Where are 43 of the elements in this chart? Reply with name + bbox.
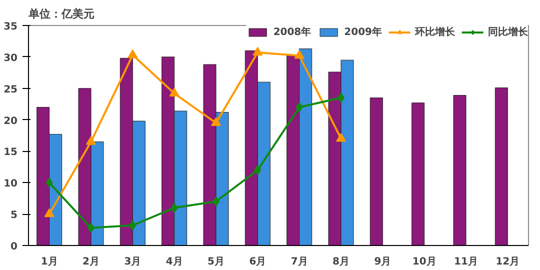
- x-tick-label: 10月: [412, 256, 436, 268]
- point: [211, 117, 221, 126]
- point: [46, 178, 53, 188]
- point: [86, 136, 96, 145]
- bar: [370, 98, 383, 246]
- x-tick-label: 8月: [332, 256, 350, 268]
- bar: [412, 102, 425, 246]
- y-tick-label: 15: [4, 147, 18, 158]
- bar: [494, 87, 508, 246]
- point: [212, 196, 220, 206]
- legend-label: 同比增长: [488, 26, 528, 39]
- point: [294, 50, 304, 59]
- legend-label: 2009年: [344, 26, 382, 39]
- point: [296, 102, 303, 112]
- point: [170, 202, 178, 213]
- x-tick-label: 2月: [82, 256, 100, 268]
- x-tick-label: 7月: [290, 256, 308, 268]
- bar: [453, 95, 466, 246]
- point: [169, 88, 180, 96]
- x-tick-label: 12月: [496, 256, 520, 268]
- x-tick-label: 11月: [454, 256, 478, 268]
- y-tick-label: 5: [10, 210, 18, 222]
- chart-title: 单位：亿美元: [28, 8, 94, 20]
- point: [128, 49, 138, 58]
- legend-label: 2008年: [273, 26, 312, 39]
- point: [129, 220, 136, 230]
- x-tick-label: 9月: [374, 256, 392, 268]
- x-tick-label: 4月: [166, 256, 183, 268]
- point: [44, 208, 54, 218]
- y-tick-label: 20: [4, 116, 18, 127]
- x-tick-label: 1月: [40, 256, 58, 268]
- point: [254, 165, 262, 176]
- y-tick-label: 35: [4, 22, 18, 32]
- y-tick-label: 10: [4, 178, 18, 190]
- x-tick-label: 3月: [124, 256, 142, 268]
- y-tick-label: 25: [4, 84, 18, 96]
- point: [252, 46, 263, 56]
- y-tick-label: 0: [10, 242, 18, 252]
- y-tick-label: 30: [4, 52, 18, 64]
- x-tick-label: 6月: [249, 256, 266, 268]
- point: [336, 132, 346, 142]
- x-tick-label: 5月: [208, 256, 224, 268]
- legend-label: 环比增长: [415, 26, 455, 39]
